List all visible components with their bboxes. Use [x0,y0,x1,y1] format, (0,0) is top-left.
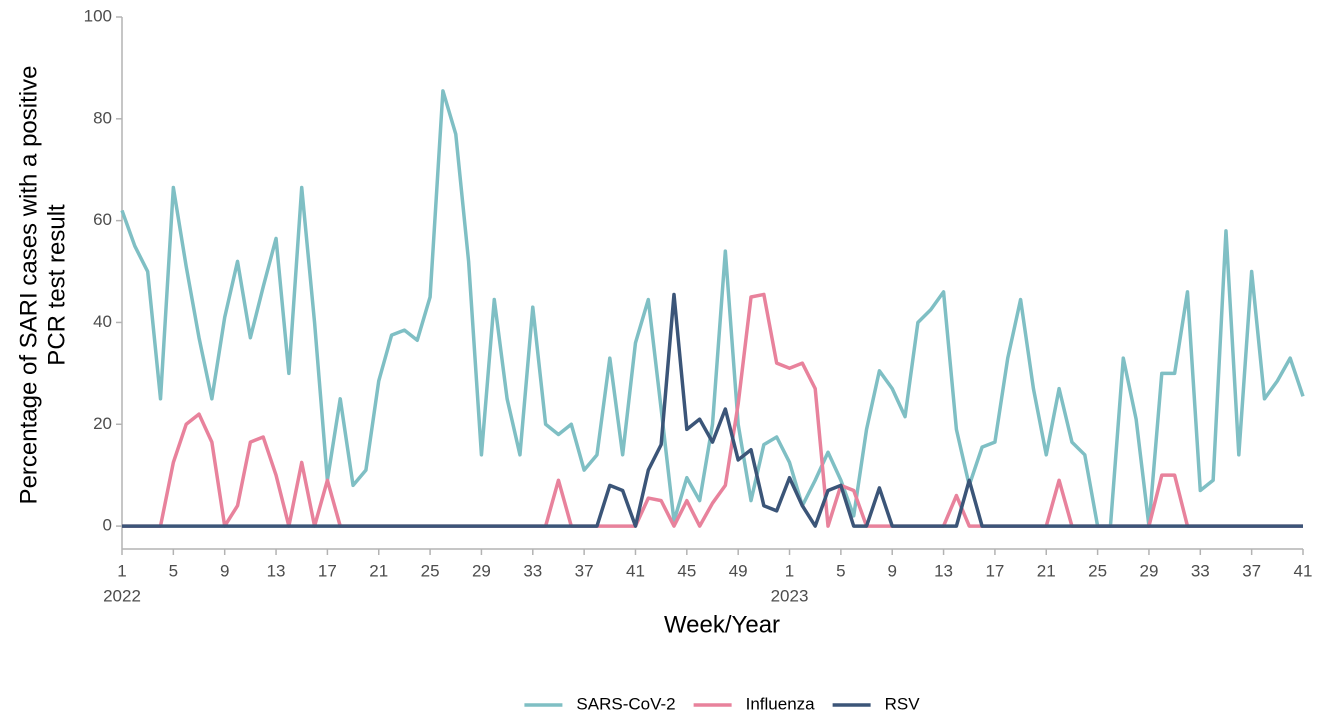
x-tick-label: 9 [220,561,229,580]
legend: SARS-CoV-2 Influenza RSV [524,694,920,713]
y-tick-label: 80 [93,108,112,127]
y-axis-label: Percentage of SARI cases with a positive… [15,66,70,505]
x-tick-label: 49 [729,561,748,580]
x-tick-label: 41 [626,561,645,580]
x-tick-label: 1 [117,561,126,580]
legend-label: Influenza [746,694,816,713]
x-tick-label: 21 [369,561,388,580]
legend-label: RSV [885,694,921,713]
x-tick-label: 21 [1037,561,1056,580]
x-tick-label: 25 [421,561,440,580]
x-tick-label: 45 [677,561,696,580]
x-tick-label: 9 [887,561,896,580]
series-line [122,292,1303,528]
y-tick-label: 40 [93,312,112,331]
x-tick-label: 5 [169,561,178,580]
x-tick-label: 29 [472,561,491,580]
x-group-label: 2022 [103,586,141,605]
x-tick-label: 25 [1088,561,1107,580]
y-axis-label-line: PCR test result [43,204,70,366]
y-axis-label-line: Percentage of SARI cases with a positive [15,66,42,505]
x-tick-label: 17 [985,561,1004,580]
x-tick-label: 37 [1242,561,1261,580]
x-tick-label: 29 [1139,561,1158,580]
x-tick-label: 33 [523,561,542,580]
x-tick-label: 5 [836,561,845,580]
x-group-label: 2023 [771,586,809,605]
x-tick-label: 41 [1294,561,1313,580]
y-tick-label: 20 [93,414,112,433]
x-tick-label: 33 [1191,561,1210,580]
x-tick-label: 1 [785,561,794,580]
series-line [120,89,1305,528]
x-tick-label: 17 [318,561,337,580]
x-tick-label: 13 [267,561,286,580]
x-tick-label: 37 [575,561,594,580]
y-tick-label: 100 [84,6,112,25]
y-tick-label: 0 [103,516,112,535]
legend-label: SARS-CoV-2 [576,694,675,713]
x-tick-label: 13 [934,561,953,580]
x-axis-label: Week/Year [664,611,780,638]
y-tick-label: 60 [93,210,112,229]
